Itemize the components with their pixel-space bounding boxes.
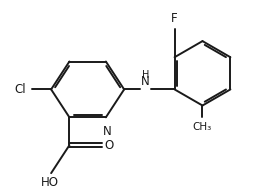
Text: CH₃: CH₃: [193, 122, 212, 132]
Text: HO: HO: [41, 176, 59, 189]
Text: N: N: [141, 75, 150, 88]
Text: N: N: [103, 125, 111, 138]
Text: Cl: Cl: [15, 83, 26, 96]
Text: O: O: [105, 139, 114, 152]
Text: H: H: [142, 70, 149, 80]
Text: F: F: [171, 12, 178, 25]
